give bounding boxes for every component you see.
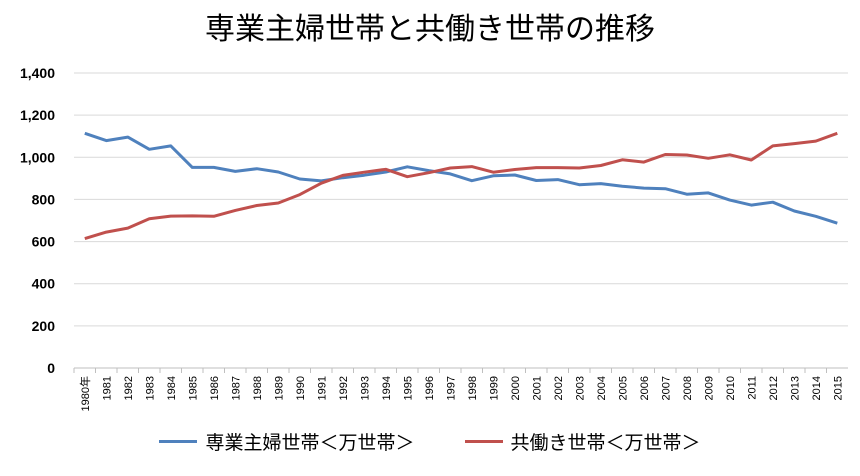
x-tick-label: 1987 (230, 376, 242, 400)
legend-swatch-housewife (159, 440, 198, 443)
x-tick-label: 2006 (639, 376, 651, 400)
legend-item-dual-income: 共働き世帯＜万世帯＞ (464, 428, 701, 455)
x-tick-label: 1989 (273, 376, 285, 400)
x-tick-label: 2001 (531, 376, 543, 400)
x-tick-label: 1981 (101, 376, 113, 400)
series-line-housewife (84, 131, 838, 225)
x-tick-label: 1988 (252, 376, 264, 400)
y-tick-label: 1,000 (20, 149, 55, 165)
series-lines (84, 131, 838, 241)
y-tick-label: 400 (32, 276, 56, 292)
x-tick-label: 1996 (424, 376, 436, 400)
x-tick-label: 1986 (209, 376, 221, 400)
x-tick-label: 1999 (488, 376, 500, 400)
y-tick-label: 800 (32, 191, 56, 207)
y-axis: 0 200 400 600 800 1,000 1,200 1,400 (20, 65, 55, 376)
series-line-dual-income (84, 131, 838, 241)
legend-label-dual-income: 共働き世帯＜万世帯＞ (510, 432, 701, 454)
gridlines (74, 72, 848, 369)
x-tick-label: 1985 (187, 376, 199, 400)
x-tick-label: 2010 (725, 376, 737, 400)
x-tick-label: 1993 (359, 376, 371, 400)
x-tick-label: 2002 (553, 376, 565, 400)
x-tick-label: 2000 (510, 376, 522, 400)
x-tick-label: 2013 (789, 376, 801, 400)
legend: 専業主婦世帯＜万世帯＞ 共働き世帯＜万世帯＞ (0, 428, 860, 455)
x-axis: 1980年 1981 1982 1983 1984 1985 1986 1987 1988 198… (73, 368, 844, 411)
x-tick-label: 1991 (316, 376, 328, 400)
x-tick-label: 2012 (768, 376, 780, 400)
y-tick-label: 200 (32, 318, 56, 334)
x-tick-label: 2014 (811, 376, 823, 400)
legend-label-housewife: 専業主婦世帯＜万世帯＞ (205, 432, 415, 454)
x-tick-label: 1998 (467, 376, 479, 400)
chart-title: 専業主婦世帯と共働き世帯の推移 (205, 12, 655, 47)
x-tick-label: 2008 (682, 376, 694, 400)
x-tick-label: 2007 (660, 376, 672, 400)
x-tick-label: 2009 (703, 376, 715, 400)
legend-swatch-dual-income (464, 440, 503, 443)
y-tick-label: 1,400 (20, 65, 55, 81)
x-tick-label: 1980年 (78, 376, 92, 411)
x-tick-label: 1982 (123, 376, 135, 400)
x-tick-label: 2005 (617, 376, 629, 400)
x-tick-label: 2004 (596, 376, 608, 400)
legend-item-housewife: 専業主婦世帯＜万世帯＞ (159, 428, 415, 455)
x-tick-label: 1997 (445, 376, 457, 400)
y-tick-label: 1,200 (20, 107, 55, 123)
x-tick-label: 1990 (295, 376, 307, 400)
y-tick-label: 0 (47, 360, 55, 376)
y-tick-label: 600 (32, 234, 56, 250)
x-tick-label: 2011 (746, 376, 758, 400)
x-tick-label: 2003 (574, 376, 586, 400)
x-tick-label: 1983 (144, 376, 156, 400)
x-tick-label: 1992 (338, 376, 350, 400)
x-tick-label: 1995 (402, 376, 414, 400)
x-tick-label: 2015 (832, 376, 844, 400)
x-tick-label: 1984 (166, 376, 178, 400)
x-tick-label: 1994 (381, 376, 393, 400)
